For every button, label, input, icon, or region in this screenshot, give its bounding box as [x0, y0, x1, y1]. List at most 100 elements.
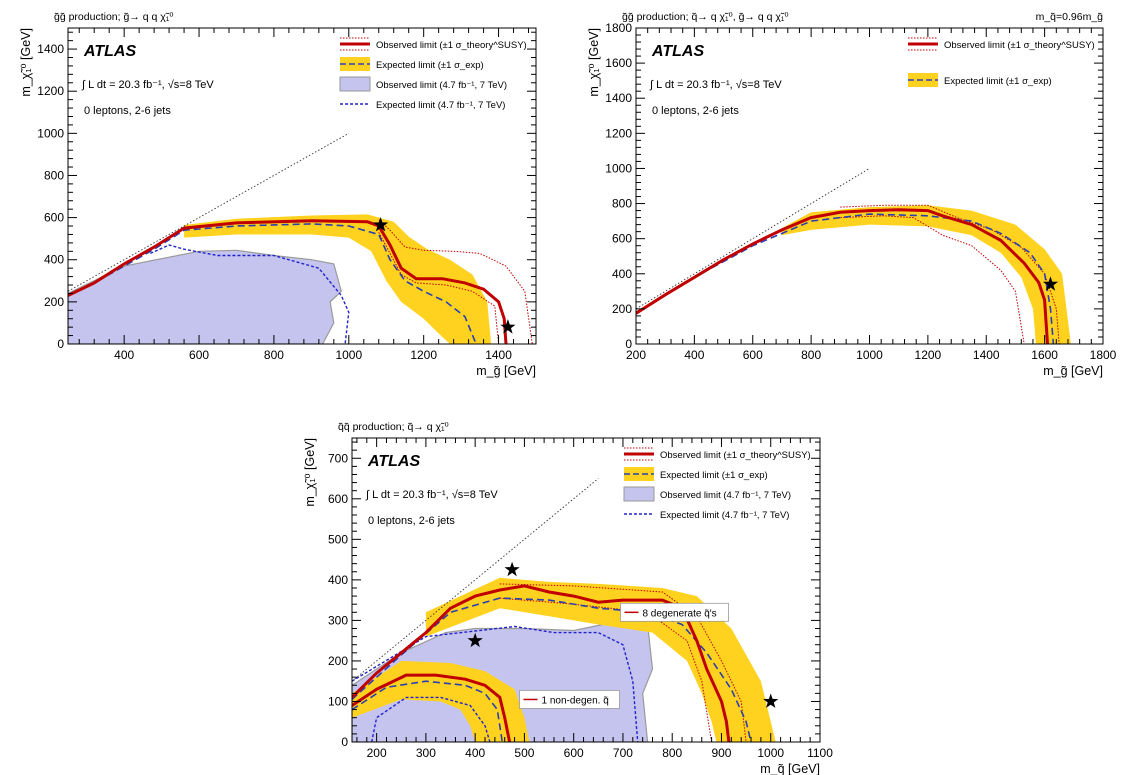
process-title: g̃g̃ production; g̃→ q q χ̃₁⁰	[54, 11, 174, 23]
chart-qq: 200 300 400 500 600 700 800 900 1000 1100 0 100 200 3…	[303, 421, 833, 775]
expected-line	[68, 223, 477, 344]
x-tick-label: 1600	[1031, 348, 1058, 362]
process-title: g̃g̃ production; q̃→ q χ̃₁⁰, g̃→ q q χ̃₁…	[622, 11, 790, 23]
x-tick-label: 1400	[485, 348, 512, 362]
legend-label: Expected limit (±1 σ_exp)	[944, 76, 1052, 87]
y-tick-label: 1200	[37, 84, 64, 98]
legend-label: Observed limit (±1 σ_theory^SUSY)	[660, 450, 811, 461]
x-tick-label: 800	[662, 746, 682, 760]
plot-area	[636, 168, 1071, 344]
x-tick-label: 1200	[410, 348, 437, 362]
observed-line	[352, 584, 731, 742]
y-tick-label: 1600	[605, 56, 632, 70]
chart-gg: 400 600 800 1000 1200 1400 0 200 400 600 800 1000 12…	[19, 11, 537, 378]
y-tick-label: 400	[328, 573, 348, 587]
x-tick-label: 600	[743, 348, 763, 362]
x-tick-label: 600	[564, 746, 584, 760]
y-tick-label: 1400	[37, 42, 64, 56]
y-tick-label: 400	[44, 253, 64, 267]
x-tick-label: 300	[416, 746, 436, 760]
chart-gg_sq: 200 400 600 800 1000 1200 1400 1600 180002004006…	[587, 11, 1117, 378]
x-tick-label: 500	[514, 746, 534, 760]
old-expected-line	[352, 625, 639, 742]
old-expected-line	[150, 244, 350, 344]
atlas-label: ATLAS	[83, 43, 136, 60]
x-tick-label: 1800	[1090, 348, 1117, 362]
luminosity-label: ∫ L dt = 20.3 fb⁻¹, √s=8 TeV	[365, 489, 498, 501]
y-tick-label: 600	[44, 211, 64, 225]
x-tick-label: 1200	[915, 348, 942, 362]
y-tick-label: 1000	[37, 126, 64, 140]
x-tick-label: 400	[114, 348, 134, 362]
benchmark-star	[373, 217, 389, 232]
expected-band	[781, 205, 1071, 344]
y-tick-label: 1000	[605, 161, 632, 175]
selection-label: 0 leptons, 2-6 jets	[652, 105, 739, 117]
y-tick-label: 200	[44, 295, 64, 309]
observed-line	[68, 219, 508, 344]
benchmark-star	[504, 561, 520, 577]
atlas-label: ATLAS	[651, 43, 704, 60]
y-tick-label: 0	[57, 337, 64, 351]
legend: Observed limit (±1 σ_theory^SUSY) Expecte…	[908, 37, 1095, 87]
mass-relation-note: m_q̃=0.96m_g̃	[1036, 11, 1104, 23]
selection-label: 0 leptons, 2-6 jets	[368, 515, 455, 527]
x-tick-label: 200	[367, 746, 387, 760]
observed-theory-down	[840, 215, 1025, 344]
legend: Observed limit (±1 σ_theory^SUSY) Expecte…	[623, 447, 811, 521]
legend-old-observed	[623, 486, 655, 502]
legend-label: Expected limit (±1 σ_exp)	[660, 470, 768, 481]
y-axis-label: m_χ̃₁⁰ [GeV]	[303, 438, 317, 507]
benchmark-star	[763, 693, 779, 708]
expected-line	[636, 213, 1055, 344]
legend-label: Observed limit (±1 σ_theory^SUSY)	[944, 40, 1095, 51]
atlas-label: ATLAS	[367, 453, 420, 470]
y-tick-label: 0	[341, 735, 348, 749]
label-degenerate: 8 degenerate q̃'s	[620, 602, 729, 622]
y-tick-label: 400	[612, 267, 632, 281]
x-tick-label: 600	[189, 348, 209, 362]
plot-frame	[67, 27, 537, 345]
expected-line	[352, 597, 752, 742]
y-axis-label: m_χ̃₁⁰ [GeV]	[19, 28, 33, 97]
observed-theory-down	[499, 597, 713, 742]
y-tick-label: 100	[328, 694, 348, 708]
label-degenerate-text: 8 degenerate q̃'s	[642, 608, 716, 619]
old-expected-line-nondegen	[371, 696, 491, 742]
luminosity-label: ∫ L dt = 20.3 fb⁻¹, √s=8 TeV	[649, 79, 782, 91]
y-tick-label: 1800	[605, 21, 632, 35]
legend-label: Expected limit (4.7 fb⁻¹, 7 TeV)	[660, 510, 789, 521]
legend-label: Observed limit (4.7 fb⁻¹, 7 TeV)	[376, 80, 507, 91]
y-tick-label: 500	[328, 532, 348, 546]
observed-theory-down	[378, 232, 500, 344]
legend-label: Observed limit (4.7 fb⁻¹, 7 TeV)	[660, 490, 791, 501]
x-tick-label: 200	[626, 348, 646, 362]
y-tick-label: 0	[625, 337, 632, 351]
legend: Observed limit (±1 σ_theory^SUSY) Expecte…	[339, 37, 527, 111]
label-nondegen: 1 non-degen. q̃	[519, 690, 620, 709]
y-tick-label: 300	[328, 613, 348, 627]
x-tick-label: 1400	[973, 348, 1000, 362]
y-tick-label: 600	[328, 492, 348, 506]
x-tick-label: 400	[684, 348, 704, 362]
plot-frame	[351, 437, 821, 743]
x-tick-label: 400	[465, 746, 485, 760]
y-tick-label: 1400	[605, 91, 632, 105]
observed-line	[636, 208, 1049, 344]
x-axis-label: m_q̃ [GeV]	[760, 762, 820, 775]
x-tick-label: 800	[264, 348, 284, 362]
label-nondegen-text: 1 non-degen. q̃	[541, 695, 608, 706]
y-tick-label: 700	[328, 451, 348, 465]
y-axis-label: m_χ̃₁⁰ [GeV]	[587, 28, 601, 97]
plot-area	[68, 132, 533, 344]
benchmark-star	[500, 319, 516, 334]
x-tick-label: 1000	[757, 746, 784, 760]
y-tick-label: 200	[612, 302, 632, 316]
y-tick-label: 800	[44, 168, 64, 182]
process-title: q̃q̃ production; q̃→ q χ̃₁⁰	[338, 421, 450, 433]
observed-theory-up	[840, 204, 1060, 344]
x-tick-label: 1000	[856, 348, 883, 362]
observed-line-nondegen	[352, 673, 512, 742]
x-axis-label: m_g̃ [GeV]	[476, 364, 536, 378]
